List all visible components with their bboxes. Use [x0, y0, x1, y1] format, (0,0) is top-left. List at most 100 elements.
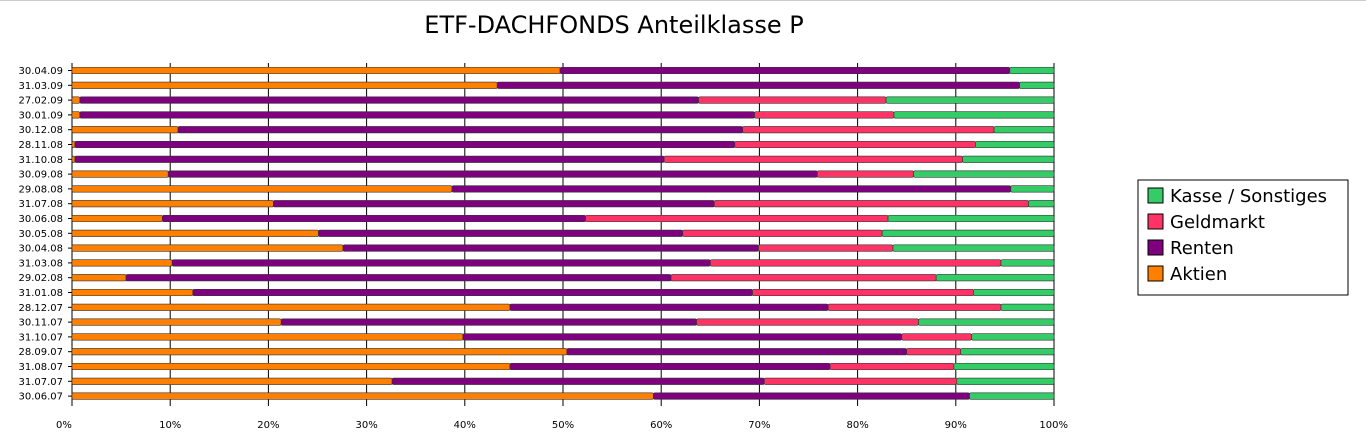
bar-segment-renten: [79, 111, 755, 119]
bar-segment-aktien: [71, 362, 511, 371]
x-tick-label-4: 40%: [454, 420, 476, 431]
y-tick-label: 30.11.07: [18, 318, 63, 329]
bar-segment-aktien: [71, 348, 568, 356]
x-tick-label-9: 90%: [945, 420, 967, 431]
bar-segment-geldmarkt: [713, 200, 1029, 208]
y-tick-label: 30.09.08: [18, 170, 63, 181]
y-tick-label: 30.04.08: [18, 244, 63, 255]
bar-segment-geldmarkt: [764, 377, 958, 385]
legend-box: [1137, 179, 1349, 296]
bar-segment-kasse-sonstiges: [1010, 185, 1055, 193]
bar-segment-geldmarkt: [709, 259, 1002, 267]
y-tick-label: 28.11.08: [18, 140, 63, 151]
bar-segment-aktien: [71, 96, 81, 104]
bar-segment-aktien: [71, 303, 511, 311]
bar-segment-renten: [273, 200, 715, 208]
plot-area: 0% 10% 20% 30% 40% 50% 60% 70% 80% 90% 100% 30.04.0…: [18, 63, 1068, 431]
bar-segment-aktien: [71, 185, 453, 193]
y-tick-label: 31.10.08: [18, 155, 63, 166]
bar-segment-renten: [162, 214, 586, 223]
bar-segment-aktien: [71, 392, 654, 400]
y-tick-label: 31.01.08: [18, 288, 63, 299]
bar-segment-kasse-sonstiges: [1009, 66, 1055, 75]
x-tick-label-2: 20%: [257, 420, 279, 431]
bar-segment-renten: [192, 288, 753, 297]
bar-segment-kasse-sonstiges: [993, 126, 1055, 134]
x-tick-label-10: 100%: [1039, 420, 1068, 431]
bar-segment-aktien: [71, 288, 194, 297]
bar-segment-kasse-sonstiges: [918, 318, 1055, 326]
x-tick-label-5: 50%: [552, 420, 574, 431]
bar-segment-renten: [74, 140, 736, 149]
y-tick-label: 30.06.07: [18, 392, 63, 403]
bar-segment-kasse-sonstiges: [1019, 81, 1055, 89]
bar-segment-geldmarkt: [698, 96, 887, 104]
bar-segment-kasse-sonstiges: [885, 96, 1055, 104]
bar-segment-aktien: [71, 126, 179, 134]
bar-segment-geldmarkt: [752, 288, 974, 297]
bar-segment-aktien: [71, 377, 393, 385]
bar-segment-kasse-sonstiges: [953, 362, 1055, 371]
bar-segment-kasse-sonstiges: [971, 333, 1055, 341]
bar-segment-aktien: [71, 200, 274, 208]
y-tick-label: 30.06.08: [18, 214, 63, 225]
bar-segment-geldmarkt: [682, 229, 883, 237]
bar-segment-geldmarkt: [901, 333, 972, 341]
bar-segment-renten: [280, 318, 697, 326]
bar-segment-kasse-sonstiges: [1000, 303, 1055, 311]
bar-segment-kasse-sonstiges: [881, 229, 1055, 237]
bar-segment-kasse-sonstiges: [913, 170, 1055, 178]
bar-segment-renten: [509, 303, 829, 311]
bar-segment-geldmarkt: [742, 126, 995, 134]
bar-segment-aktien: [71, 333, 464, 341]
bar-segment-renten: [509, 362, 831, 371]
bar-segment-renten: [391, 377, 765, 385]
bar-segment-kasse-sonstiges: [892, 244, 1055, 252]
bar-segment-aktien: [71, 214, 163, 223]
legend-label-kasse-sonstiges: Kasse / Sonstiges: [1170, 186, 1327, 207]
bar-segment-renten: [462, 333, 903, 341]
y-tick-label: 31.07.07: [18, 377, 63, 388]
y-tick-label: 31.10.07: [18, 332, 63, 343]
y-tick-label: 28.12.07: [18, 303, 63, 314]
bar-segment-renten: [167, 170, 818, 178]
bar-segment-kasse-sonstiges: [935, 274, 1055, 282]
legend-swatch-kasse-sonstiges: [1147, 187, 1164, 204]
legend-label-renten: Renten: [1170, 238, 1234, 259]
bar-segment-renten: [177, 126, 744, 134]
y-tick-label: 31.08.07: [18, 362, 63, 373]
y-tick-label: 30.05.08: [18, 229, 63, 240]
bar-segment-renten: [171, 259, 711, 267]
x-tick-label-0: 0%: [56, 420, 72, 431]
bar-segment-renten: [653, 392, 970, 400]
bar-segment-geldmarkt: [734, 140, 976, 149]
bar-segment-geldmarkt: [827, 303, 1002, 311]
y-tick-label: 31.07.08: [18, 199, 63, 210]
bar-segment-renten: [496, 81, 1020, 89]
y-tick-label: 28.09.07: [18, 347, 63, 358]
bar-segment-geldmarkt: [829, 362, 955, 371]
bar-segment-renten: [125, 274, 672, 282]
y-tick-label: 31.03.08: [18, 258, 63, 269]
bar-segment-kasse-sonstiges: [1028, 200, 1055, 208]
bar-segment-geldmarkt: [758, 244, 894, 252]
bar-segment-geldmarkt: [696, 318, 919, 326]
bar-segment-kasse-sonstiges: [1000, 259, 1055, 267]
x-tick-label-6: 60%: [650, 420, 672, 431]
x-tick-label-1: 10%: [159, 420, 181, 431]
x-tick-label-8: 80%: [846, 420, 868, 431]
bar-segment-aktien: [71, 66, 561, 75]
y-tick-label: 29.08.08: [18, 184, 63, 195]
bar-segment-renten: [79, 96, 699, 104]
x-tick-label-7: 70%: [748, 420, 770, 431]
bar-segment-aktien: [71, 274, 127, 282]
bar-segment-aktien: [71, 111, 81, 119]
bar-segment-kasse-sonstiges: [893, 111, 1055, 119]
legend-label-geldmarkt: Geldmarkt: [1170, 212, 1265, 233]
bar-segment-aktien: [71, 170, 169, 178]
bar-segment-aktien: [71, 244, 344, 252]
bar-segment-aktien: [71, 259, 173, 267]
bar-segment-geldmarkt: [817, 170, 914, 178]
bar-segment-kasse-sonstiges: [960, 348, 1055, 356]
